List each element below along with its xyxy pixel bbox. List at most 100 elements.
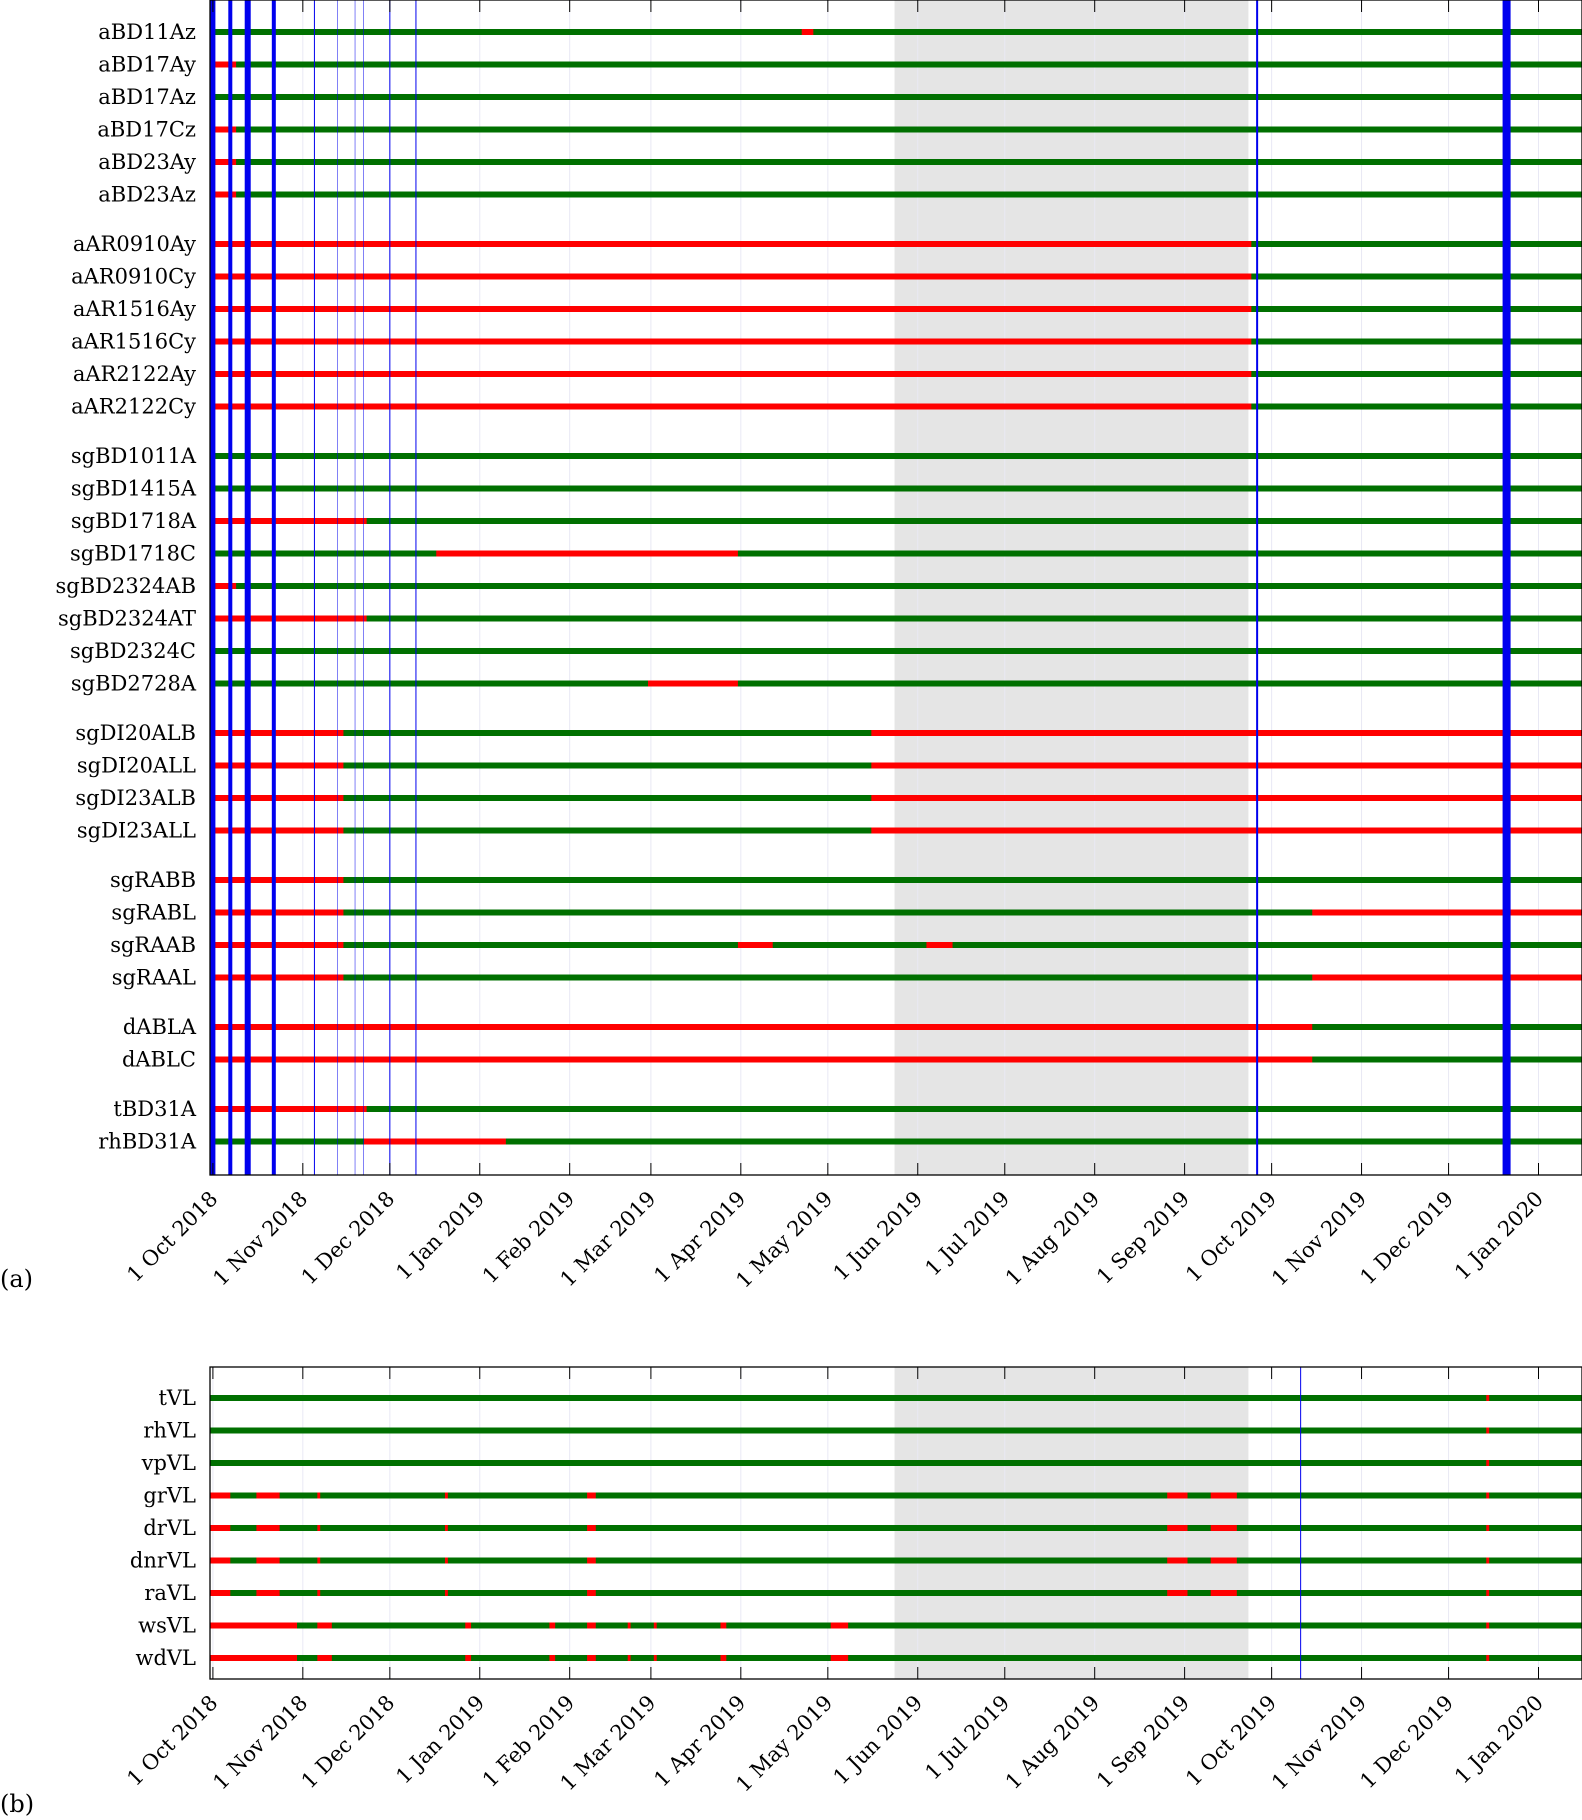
table-row: sgBD1415A [71, 477, 1582, 501]
x-tick-label: 1 Aug 2019 [1001, 1187, 1104, 1290]
table-row: aAR2122Ay [73, 362, 1582, 386]
row-label: aAR0910Cy [71, 265, 196, 289]
row-label: sgDI23ALB [75, 786, 196, 810]
table-row: rhVL [143, 1419, 1582, 1443]
table-row: sgDI20ALB [75, 721, 1582, 745]
row-label: sgBD2324AT [58, 607, 196, 631]
row-label: sgBD2324C [70, 639, 196, 663]
row-label: drVL [143, 1516, 196, 1540]
row-label: aBD17Az [98, 85, 196, 109]
row-label: vpVL [141, 1451, 196, 1475]
x-tick-label: 1 Dec 2019 [1355, 1691, 1458, 1794]
row-label: sgRABL [111, 901, 196, 925]
table-row: sgBD2324AT [58, 607, 1582, 631]
table-row: aAR1516Cy [71, 330, 1582, 354]
panel-b: tVL rhVL vpVL grVL drVL dnrVL raVL wsVL wdVL 1 Oc… [0, 1366, 1582, 1818]
row-label: sgRABB [110, 868, 196, 892]
row-label: sgBD1718A [71, 509, 197, 533]
table-row: sgRAAB [110, 933, 1582, 957]
row-label: sgBD1415A [71, 477, 197, 501]
x-tick-label: 1 Dec 2018 [297, 1187, 400, 1290]
x-tick-label: 1 Jul 2019 [920, 1187, 1014, 1281]
x-tick-label: 1 Dec 2019 [1355, 1187, 1458, 1290]
panel-a: aBD11Az aBD17Ay aBD17Az aBD17Cz aBD23Ay aBD23… [0, 0, 1582, 1293]
row-label: sgDI20ALB [75, 721, 196, 745]
table-row: aBD17Ay [98, 53, 1582, 77]
table-row: aBD23Ay [98, 150, 1582, 174]
x-tick-label: 1 Oct 2018 [122, 1187, 222, 1287]
x-tick-label: 1 Nov 2019 [1267, 1691, 1371, 1795]
row-label: wdVL [135, 1646, 196, 1670]
plot-frame [209, 1366, 1582, 1680]
x-tick-label: 1 Nov 2018 [208, 1187, 312, 1291]
status-rows: tVL rhVL vpVL grVL drVL dnrVL raVL wsVL wdVL [130, 1386, 1582, 1670]
row-label: sgBD1011A [71, 444, 197, 468]
row-label: aBD17Cz [97, 118, 196, 142]
x-tick-label: 1 Oct 2019 [1181, 1691, 1281, 1791]
table-row: drVL [143, 1516, 1582, 1540]
row-label: sgRAAB [110, 933, 196, 957]
table-row: sgBD1011A [71, 444, 1582, 468]
x-tick-label: 1 Aug 2019 [1001, 1691, 1104, 1794]
table-row: dnrVL [130, 1549, 1582, 1573]
x-tick-label: 1 Jun 2019 [829, 1187, 928, 1286]
table-row: aAR0910Cy [71, 265, 1582, 289]
row-label: aBD23Az [98, 183, 196, 207]
table-row: tBD31A [113, 1097, 1582, 1121]
row-label: rhBD31A [98, 1130, 197, 1154]
table-row: sgBD2728A [71, 672, 1582, 696]
row-label: rhVL [143, 1419, 196, 1443]
status-rows: aBD11Az aBD17Ay aBD17Az aBD17Cz aBD23Ay aBD23… [55, 20, 1582, 1154]
row-label: aBD17Ay [98, 53, 196, 77]
table-row: sgBD1718C [70, 542, 1582, 566]
row-label: tBD31A [113, 1097, 196, 1121]
table-row: vpVL [141, 1451, 1582, 1475]
x-tick-label: 1 Sep 2019 [1092, 1187, 1194, 1289]
row-label: aAR1516Cy [71, 330, 196, 354]
x-tick-label: 1 Dec 2018 [297, 1691, 400, 1794]
row-label: sgRAAL [112, 966, 196, 990]
row-label: dABLC [122, 1048, 196, 1072]
row-label: sgBD2728A [71, 672, 197, 696]
table-row: sgRAAL [112, 966, 1582, 990]
row-label: aAR0910Ay [73, 232, 196, 256]
table-row: aAR0910Ay [73, 232, 1582, 256]
table-row: aAR2122Cy [71, 395, 1582, 419]
row-label: aAR2122Cy [71, 395, 196, 419]
x-tick-label: 1 Jun 2019 [829, 1691, 928, 1790]
table-row: wsVL [138, 1614, 1582, 1638]
row-label: grVL [143, 1484, 196, 1508]
x-tick-label: 1 Oct 2019 [1181, 1187, 1281, 1287]
table-row: dABLC [122, 1048, 1582, 1072]
x-tick-label: 1 Nov 2019 [1267, 1187, 1371, 1291]
row-label: dnrVL [130, 1549, 196, 1573]
row-label: sgDI23ALL [77, 819, 196, 843]
x-tick-label: 1 Nov 2018 [208, 1691, 312, 1795]
row-label: aAR2122Ay [73, 362, 196, 386]
panel-label: (a) [0, 1265, 33, 1293]
table-row: dABLA [123, 1015, 1582, 1039]
x-tick-label: 1 Sep 2019 [1092, 1691, 1194, 1793]
table-row: raVL [144, 1581, 1582, 1605]
row-label: aBD23Ay [98, 150, 196, 174]
x-tick-label: 1 Jul 2019 [920, 1691, 1014, 1785]
table-row: rhBD31A [98, 1130, 1582, 1154]
row-label: sgDI20ALL [77, 754, 196, 778]
table-row: aAR1516Ay [73, 297, 1582, 321]
x-tick-label: 1 Jan 2020 [1450, 1691, 1548, 1789]
panel-label: (b) [0, 1790, 34, 1818]
row-label: wsVL [138, 1614, 196, 1638]
table-row: sgBD2324C [70, 639, 1582, 663]
table-row: tVL [158, 1386, 1582, 1410]
x-tick-label: 1 Jan 2019 [391, 1691, 489, 1789]
row-label: sgBD1718C [70, 542, 196, 566]
table-row: aBD17Az [98, 85, 1582, 109]
row-label: tVL [158, 1386, 196, 1410]
table-row: sgBD1718A [71, 509, 1582, 533]
row-label: sgBD2324AB [55, 574, 196, 598]
x-tick-label: 1 Oct 2018 [122, 1691, 222, 1791]
table-row: wdVL [135, 1646, 1582, 1670]
table-row: aBD11Az [98, 20, 1582, 44]
table-row: sgDI23ALB [75, 786, 1582, 810]
